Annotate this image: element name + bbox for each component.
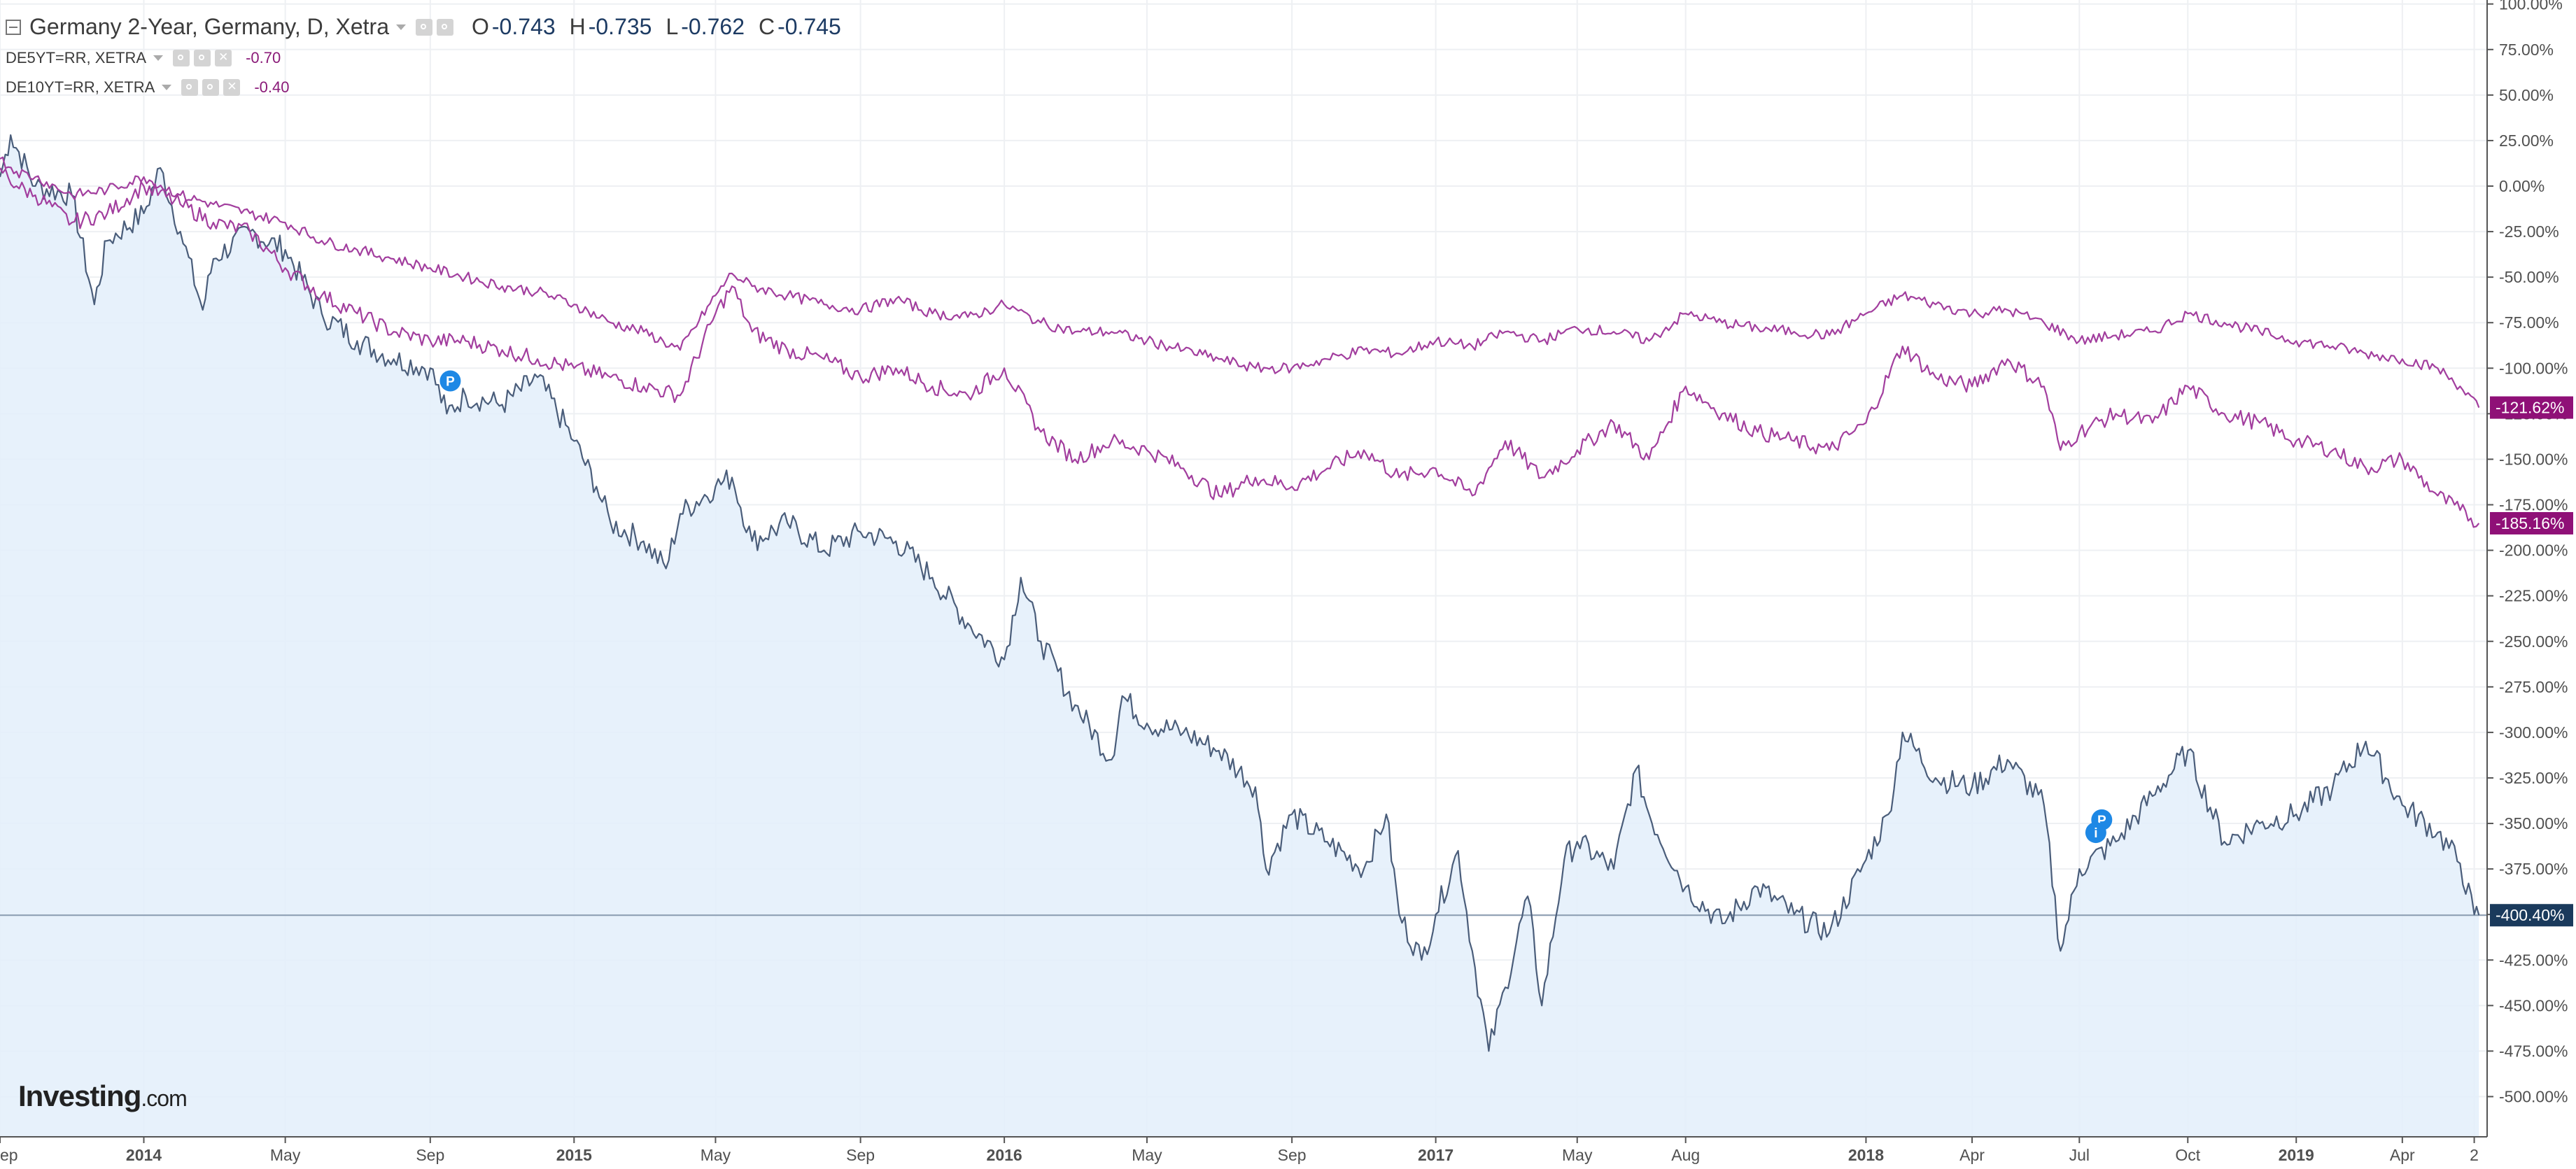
- y-tick-label: -375.00%: [2499, 860, 2568, 878]
- last-value-badge-bg: [2490, 396, 2573, 419]
- y-axis-panel: [2487, 0, 2576, 1169]
- y-tick-label: -200.00%: [2499, 541, 2568, 560]
- y-tick-label: 25.00%: [2499, 132, 2554, 150]
- investing-logo: Investing.com: [18, 1079, 188, 1113]
- y-tick-label: -100.00%: [2499, 359, 2568, 377]
- overlay-title-de10y: DE10YT=RR, XETRA: [6, 78, 155, 96]
- y-tick-label: 75.00%: [2499, 41, 2554, 59]
- series-line-1: [0, 134, 2480, 1052]
- logo-suffix: .com: [141, 1086, 187, 1111]
- y-tick-label: -150.00%: [2499, 450, 2568, 468]
- overlay-legend-de10y: DE10YT=RR, XETRA -0.40: [6, 78, 290, 97]
- main-series-legend: Germany 2-Year, Germany, D, Xetra O -0.74…: [6, 14, 841, 40]
- y-tick-label: -225.00%: [2499, 587, 2568, 605]
- settings-icon[interactable]: [202, 79, 220, 96]
- last-value-badge: -400.40%: [2490, 904, 2573, 927]
- overlay-value-de10y: -0.40: [254, 78, 290, 96]
- y-tick-label: -25.00%: [2499, 222, 2559, 241]
- y-tick-label: -75.00%: [2499, 313, 2559, 332]
- open-key: O: [471, 14, 489, 39]
- visibility-icon[interactable]: [181, 79, 199, 96]
- x-tick-label: 2015: [556, 1146, 592, 1164]
- last-value-badge-text: -121.62%: [2496, 399, 2564, 417]
- low-value: -0.762: [681, 14, 745, 39]
- y-tick-label: 100.00%: [2499, 0, 2563, 13]
- overlay-legend-de5y: DE5YT=RR, XETRA -0.70: [6, 49, 281, 67]
- chevron-down-icon[interactable]: [153, 55, 164, 61]
- x-tick-label: 2019: [2279, 1146, 2314, 1164]
- logo-brand: Investing: [18, 1079, 141, 1112]
- y-tick-label: -300.00%: [2499, 723, 2568, 742]
- series-line-3: [0, 156, 2480, 408]
- event-marker: P: [439, 370, 461, 392]
- x-tick-label: May: [1132, 1146, 1162, 1164]
- x-tick-label: Sep: [846, 1146, 875, 1164]
- event-marker-label: P: [446, 375, 455, 390]
- last-value-badge-bg: [2490, 511, 2573, 534]
- last-value-badge-text: -400.40%: [2496, 906, 2564, 924]
- last-value-badge-bg: [2490, 904, 2573, 927]
- close-key: C: [758, 14, 775, 39]
- close-value: -0.745: [777, 14, 841, 39]
- x-tick-label: 2014: [126, 1146, 162, 1164]
- collapse-toggle-icon[interactable]: [6, 19, 21, 35]
- high-value: -0.735: [588, 14, 652, 39]
- event-marker-dot: [439, 370, 461, 392]
- y-tick-label: 50.00%: [2499, 86, 2554, 104]
- x-tick-label: Jul: [2069, 1146, 2090, 1164]
- close-icon[interactable]: [223, 79, 241, 96]
- visibility-icon[interactable]: [173, 50, 190, 66]
- settings-icon[interactable]: [436, 18, 453, 36]
- overlay-value-de5y: -0.70: [246, 49, 281, 66]
- chevron-down-icon[interactable]: [162, 85, 172, 90]
- event-marker-label: i: [2094, 826, 2097, 841]
- visibility-icon[interactable]: [415, 18, 432, 36]
- last-value-badge: -185.16%: [2490, 511, 2573, 534]
- x-tick-label: 2: [2470, 1146, 2479, 1164]
- main-series-title: Germany 2-Year, Germany, D, Xetra: [29, 14, 389, 39]
- y-tick-label: -425.00%: [2499, 951, 2568, 969]
- event-marker-dot: [2085, 822, 2106, 844]
- x-tick-label: 2018: [1848, 1146, 1884, 1164]
- x-tick-label: May: [701, 1146, 731, 1164]
- x-tick-label: Aug: [1671, 1146, 1700, 1164]
- x-tick-label: Oct: [2175, 1146, 2200, 1164]
- series-line-2: [0, 167, 2480, 528]
- y-tick-label: -250.00%: [2499, 632, 2568, 651]
- y-tick-label: -450.00%: [2499, 996, 2568, 1014]
- x-tick-label: May: [1562, 1146, 1593, 1164]
- open-value: -0.743: [491, 14, 556, 39]
- area-fill-main-series: [0, 135, 2479, 1138]
- y-tick-label: -175.00%: [2499, 496, 2568, 514]
- y-tick-label: -325.00%: [2499, 769, 2568, 787]
- last-value-badge-text: -185.16%: [2496, 514, 2564, 532]
- x-tick-label: Sep: [416, 1146, 444, 1164]
- high-key: H: [569, 14, 586, 39]
- close-icon[interactable]: [215, 50, 232, 66]
- event-marker: i: [2085, 822, 2106, 844]
- y-tick-label: -350.00%: [2499, 814, 2568, 833]
- overlay-title-de5y: DE5YT=RR, XETRA: [6, 49, 147, 66]
- chevron-down-icon[interactable]: [395, 24, 406, 30]
- y-tick-label: -275.00%: [2499, 678, 2568, 696]
- last-value-badge: -121.62%: [2490, 396, 2573, 419]
- low-key: L: [666, 14, 679, 39]
- x-axis-panel: [0, 1137, 2576, 1169]
- x-tick-label: Sep: [1278, 1146, 1307, 1164]
- x-tick-label: 2017: [1418, 1146, 1454, 1164]
- x-tick-label: Apr: [1959, 1146, 1985, 1164]
- x-tick-label: ep: [0, 1146, 18, 1164]
- y-tick-label: -50.00%: [2499, 268, 2559, 286]
- settings-icon[interactable]: [194, 50, 211, 66]
- y-tick-label: 0.00%: [2499, 177, 2545, 195]
- x-tick-label: Apr: [2390, 1146, 2415, 1164]
- y-tick-label: -475.00%: [2499, 1042, 2568, 1060]
- y-tick-label: -500.00%: [2499, 1088, 2568, 1106]
- x-tick-label: 2016: [987, 1146, 1022, 1164]
- x-tick-label: May: [270, 1146, 301, 1164]
